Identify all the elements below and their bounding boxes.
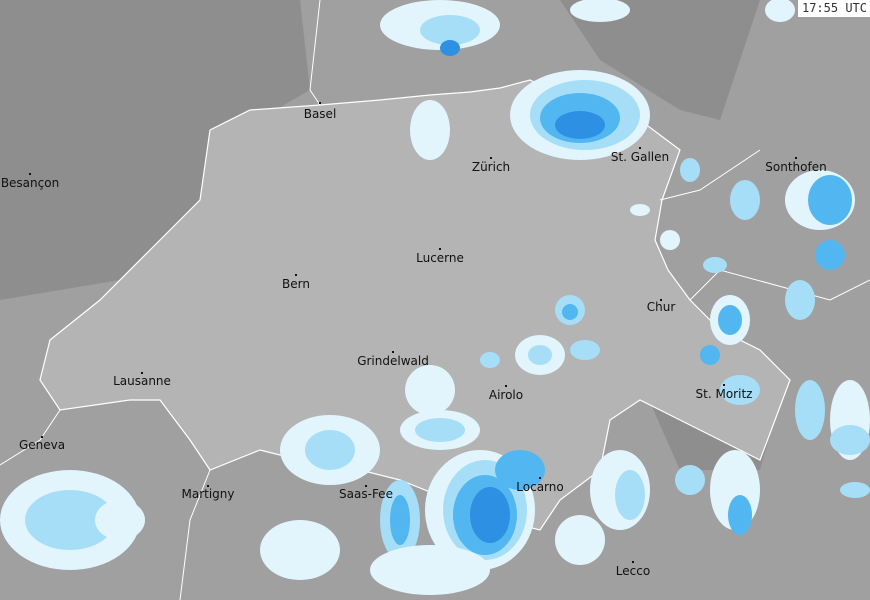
city-labels: Basel Zürich St. Gallen Besançon Sonthofen Lu…	[1, 102, 827, 578]
city-dot	[632, 561, 634, 563]
city-label: Chur	[647, 300, 676, 314]
precipitation-cell	[630, 204, 650, 216]
precipitation-cell	[415, 418, 465, 442]
precipitation-cell	[410, 100, 450, 160]
precipitation-cell	[480, 352, 500, 368]
city-dot	[505, 385, 507, 387]
precipitation-cell	[785, 280, 815, 320]
city-dot	[439, 248, 441, 250]
precipitation-cell	[808, 175, 852, 225]
city-dot	[639, 147, 641, 149]
city-saas-fee: Saas-Fee	[339, 485, 393, 501]
city-dot	[29, 173, 31, 175]
city-basel: Basel	[304, 102, 337, 121]
city-label: Lecco	[616, 564, 650, 578]
precipitation-cell	[730, 180, 760, 220]
precipitation-cell	[405, 365, 455, 415]
precipitation-cell	[660, 230, 680, 250]
precipitation-cell	[728, 495, 752, 535]
precipitation-cell	[420, 15, 480, 45]
city-dot	[539, 477, 541, 479]
city-dot	[365, 485, 367, 487]
precipitation-cell	[305, 430, 355, 470]
precipitation-cell	[495, 450, 545, 490]
city-lecco: Lecco	[616, 561, 650, 578]
city-label: Martigny	[181, 487, 234, 501]
precipitation-cell	[765, 0, 795, 22]
city-label: Besançon	[1, 176, 59, 190]
timestamp-label: 17:55 UTC	[797, 0, 870, 17]
city-dot	[41, 436, 43, 438]
city-label: Basel	[304, 107, 337, 121]
precipitation-cell	[570, 340, 600, 360]
precipitation-cell	[720, 375, 760, 405]
precipitation-cell	[675, 465, 705, 495]
precipitation-cell	[795, 380, 825, 440]
precipitation-cell	[390, 495, 410, 545]
city-label: Sonthofen	[765, 160, 826, 174]
precipitation-cell	[680, 158, 700, 182]
dark-terrain	[0, 0, 780, 470]
precipitation-cell	[555, 111, 605, 139]
precipitation-cell	[718, 305, 742, 335]
city-dot	[295, 274, 297, 276]
precipitation-cell	[700, 345, 720, 365]
city-label: Grindelwald	[357, 354, 429, 368]
precipitation-cell	[615, 470, 645, 520]
city-label: Zürich	[472, 160, 510, 174]
city-st-moritz: St. Moritz	[696, 384, 753, 401]
precipitation-cell	[830, 425, 870, 455]
city-geneva: Geneva	[19, 436, 65, 452]
city-label: Locarno	[516, 480, 563, 494]
city-dot	[207, 485, 209, 487]
city-lucerne: Lucerne	[416, 248, 464, 265]
city-label: St. Moritz	[696, 387, 753, 401]
city-chur: Chur	[647, 299, 676, 314]
city-dot	[490, 157, 492, 159]
precipitation-cell	[815, 240, 845, 270]
city-airolo: Airolo	[489, 385, 523, 402]
precipitation-cell	[570, 0, 630, 22]
city-grindelwald: Grindelwald	[357, 351, 429, 368]
precipitation-cell	[470, 487, 510, 543]
city-label: Lausanne	[113, 374, 171, 388]
city-label: Geneva	[19, 438, 65, 452]
city-label: Lucerne	[416, 251, 464, 265]
precipitation-cell	[703, 257, 727, 273]
precipitation-cell	[555, 515, 605, 565]
city-sonthofen: Sonthofen	[765, 157, 827, 174]
city-bern: Bern	[282, 274, 310, 291]
city-dot	[723, 384, 725, 386]
precipitation-cell	[440, 40, 460, 56]
city-label: Bern	[282, 277, 310, 291]
precipitation-cell	[260, 520, 340, 580]
precipitation-cell	[370, 545, 490, 595]
city-dot	[392, 351, 394, 353]
city-label: St. Gallen	[611, 150, 669, 164]
city-dot	[319, 102, 321, 104]
city-locarno: Locarno	[516, 477, 564, 494]
city-st-gallen: St. Gallen	[611, 147, 669, 164]
precipitation-cell	[25, 490, 115, 550]
city-label: Airolo	[489, 388, 523, 402]
city-z-rich: Zürich	[472, 157, 510, 174]
city-dot	[795, 157, 797, 159]
precipitation-cell	[562, 304, 578, 320]
city-dot	[660, 299, 662, 301]
city-label: Saas-Fee	[339, 487, 393, 501]
city-martigny: Martigny	[181, 485, 235, 501]
city-lausanne: Lausanne	[113, 372, 171, 388]
precipitation-cell	[95, 500, 145, 540]
city-besan-on: Besançon	[1, 173, 59, 190]
precipitation-cell	[528, 345, 552, 365]
city-dot	[141, 372, 143, 374]
precipitation-cell	[840, 482, 870, 498]
